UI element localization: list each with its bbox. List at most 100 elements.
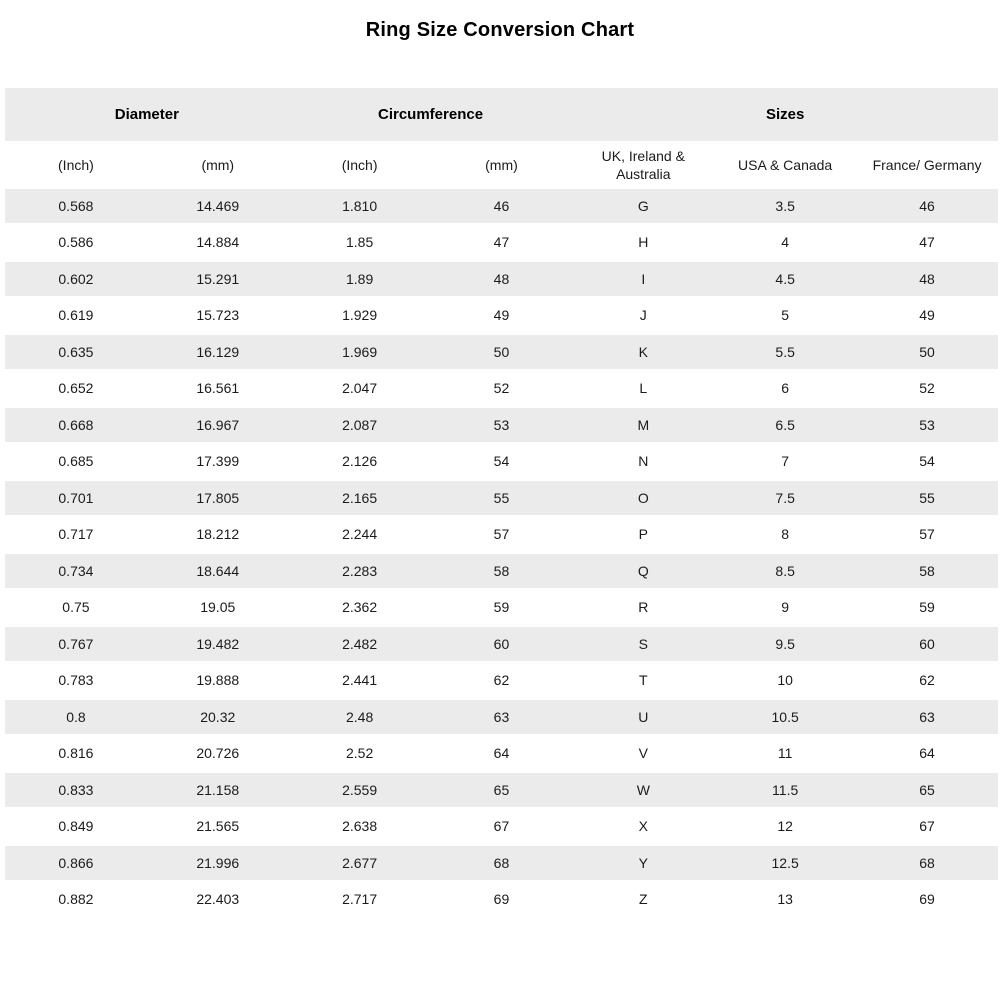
page-title: Ring Size Conversion Chart — [365, 19, 635, 41]
table-cell: 58 — [856, 554, 998, 591]
column-header-uk-ireland-australia: UK, Ireland & Australia — [572, 141, 715, 189]
table-row: 0.849 21.565 2.638 67 X 12 67 — [5, 809, 998, 846]
table-cell: T — [572, 663, 715, 700]
table-cell: 48 — [856, 262, 998, 299]
table-cell: 68 — [856, 846, 998, 883]
table-row: 0.866 21.996 2.677 68 Y 12.5 68 — [5, 846, 998, 883]
table-cell: 46 — [430, 189, 573, 226]
table-row: 0.652 16.561 2.047 52 L 6 52 — [5, 371, 998, 408]
table-cell: 0.767 — [5, 627, 147, 664]
table-cell: 5.5 — [714, 335, 857, 372]
table-row: 0.586 14.884 1.85 47 H 4 47 — [5, 225, 998, 262]
table-row: 0.816 20.726 2.52 64 V 11 64 — [5, 736, 998, 773]
table-cell: 14.469 — [146, 189, 289, 226]
table-cell: U — [572, 700, 715, 737]
table-row: 0.734 18.644 2.283 58 Q 8.5 58 — [5, 554, 998, 591]
table-cell: 69 — [430, 882, 573, 919]
table-cell: 2.677 — [288, 846, 431, 883]
table-cell: I — [572, 262, 715, 299]
table-cell: 50 — [430, 335, 573, 372]
table-cell: 3.5 — [714, 189, 857, 226]
table-row: 0.882 22.403 2.717 69 Z 13 69 — [5, 882, 998, 919]
table-cell: S — [572, 627, 715, 664]
table-cell: R — [572, 590, 715, 627]
table-cell: 47 — [856, 225, 998, 262]
column-header-circumference-mm: (mm) — [430, 141, 573, 189]
table-cell: 60 — [856, 627, 998, 664]
table-cell: 8.5 — [714, 554, 857, 591]
table-cell: 18.644 — [146, 554, 289, 591]
table-cell: 53 — [856, 408, 998, 445]
table-cell: 0.866 — [5, 846, 147, 883]
table-row: 0.833 21.158 2.559 65 W 11.5 65 — [5, 773, 998, 810]
table-cell: 0.652 — [5, 371, 147, 408]
table-cell: 18.212 — [146, 517, 289, 554]
table-cell: 16.129 — [146, 335, 289, 372]
table-cell: 54 — [856, 444, 998, 481]
table-cell: 46 — [856, 189, 998, 226]
table-cell: 57 — [856, 517, 998, 554]
table-cell: 55 — [856, 481, 998, 518]
column-header-diameter-mm: (mm) — [146, 141, 289, 189]
table-row: 0.602 15.291 1.89 48 I 4.5 48 — [5, 262, 998, 299]
table-cell: 10 — [714, 663, 857, 700]
table-cell: 67 — [856, 809, 998, 846]
group-header-row: Diameter Circumference Sizes — [5, 88, 998, 141]
table-cell: 0.568 — [5, 189, 147, 226]
table-cell: 49 — [856, 298, 998, 335]
table-cell: 2.283 — [288, 554, 431, 591]
table-body: 0.568 14.469 1.810 46 G 3.5 46 0.586 14.884 1.85 4… — [5, 189, 998, 919]
table-cell: 62 — [856, 663, 998, 700]
table-cell: 0.8 — [5, 700, 147, 737]
table-cell: G — [572, 189, 715, 226]
column-header-circumference-inch: (Inch) — [288, 141, 431, 189]
table-cell: 2.482 — [288, 627, 431, 664]
table-cell: 63 — [430, 700, 573, 737]
table-cell: 68 — [430, 846, 573, 883]
table-cell: V — [572, 736, 715, 773]
table-cell: 52 — [430, 371, 573, 408]
table-cell: 19.482 — [146, 627, 289, 664]
table-cell: 47 — [430, 225, 573, 262]
table-cell: 15.291 — [146, 262, 289, 299]
table-cell: 0.586 — [5, 225, 147, 262]
table-cell: 65 — [430, 773, 573, 810]
column-header-france-germany: France/ Germany — [856, 141, 998, 189]
column-header-diameter-inch: (Inch) — [5, 141, 147, 189]
table-cell: 64 — [430, 736, 573, 773]
table-cell: 69 — [856, 882, 998, 919]
table-cell: 4.5 — [714, 262, 857, 299]
table-cell: 67 — [430, 809, 573, 846]
table-cell: 53 — [430, 408, 573, 445]
table-cell: 9.5 — [714, 627, 857, 664]
table-cell: Q — [572, 554, 715, 591]
table-cell: 2.441 — [288, 663, 431, 700]
table-cell: 0.619 — [5, 298, 147, 335]
table-cell: 11 — [714, 736, 857, 773]
table-cell: 63 — [856, 700, 998, 737]
table-cell: 8 — [714, 517, 857, 554]
table-cell: 21.158 — [146, 773, 289, 810]
table-cell: 17.805 — [146, 481, 289, 518]
table-row: 0.717 18.212 2.244 57 P 8 57 — [5, 517, 998, 554]
table-cell: 4 — [714, 225, 857, 262]
table-cell: 16.967 — [146, 408, 289, 445]
table-cell: 62 — [430, 663, 573, 700]
table-cell: 52 — [856, 371, 998, 408]
table-cell: 21.565 — [146, 809, 289, 846]
table-cell: 1.929 — [288, 298, 431, 335]
table-row: 0.685 17.399 2.126 54 N 7 54 — [5, 444, 998, 481]
table-cell: 2.126 — [288, 444, 431, 481]
table-cell: 64 — [856, 736, 998, 773]
table-cell: 20.726 — [146, 736, 289, 773]
group-header-diameter: Diameter — [5, 88, 289, 141]
table-cell: 0.816 — [5, 736, 147, 773]
table-cell: 15.723 — [146, 298, 289, 335]
table-cell: 58 — [430, 554, 573, 591]
table-cell: 0.602 — [5, 262, 147, 299]
table-cell: 0.75 — [5, 590, 147, 627]
table-row: 0.767 19.482 2.482 60 S 9.5 60 — [5, 627, 998, 664]
table-cell: 21.996 — [146, 846, 289, 883]
table-cell: Z — [572, 882, 715, 919]
table-cell: 2.559 — [288, 773, 431, 810]
